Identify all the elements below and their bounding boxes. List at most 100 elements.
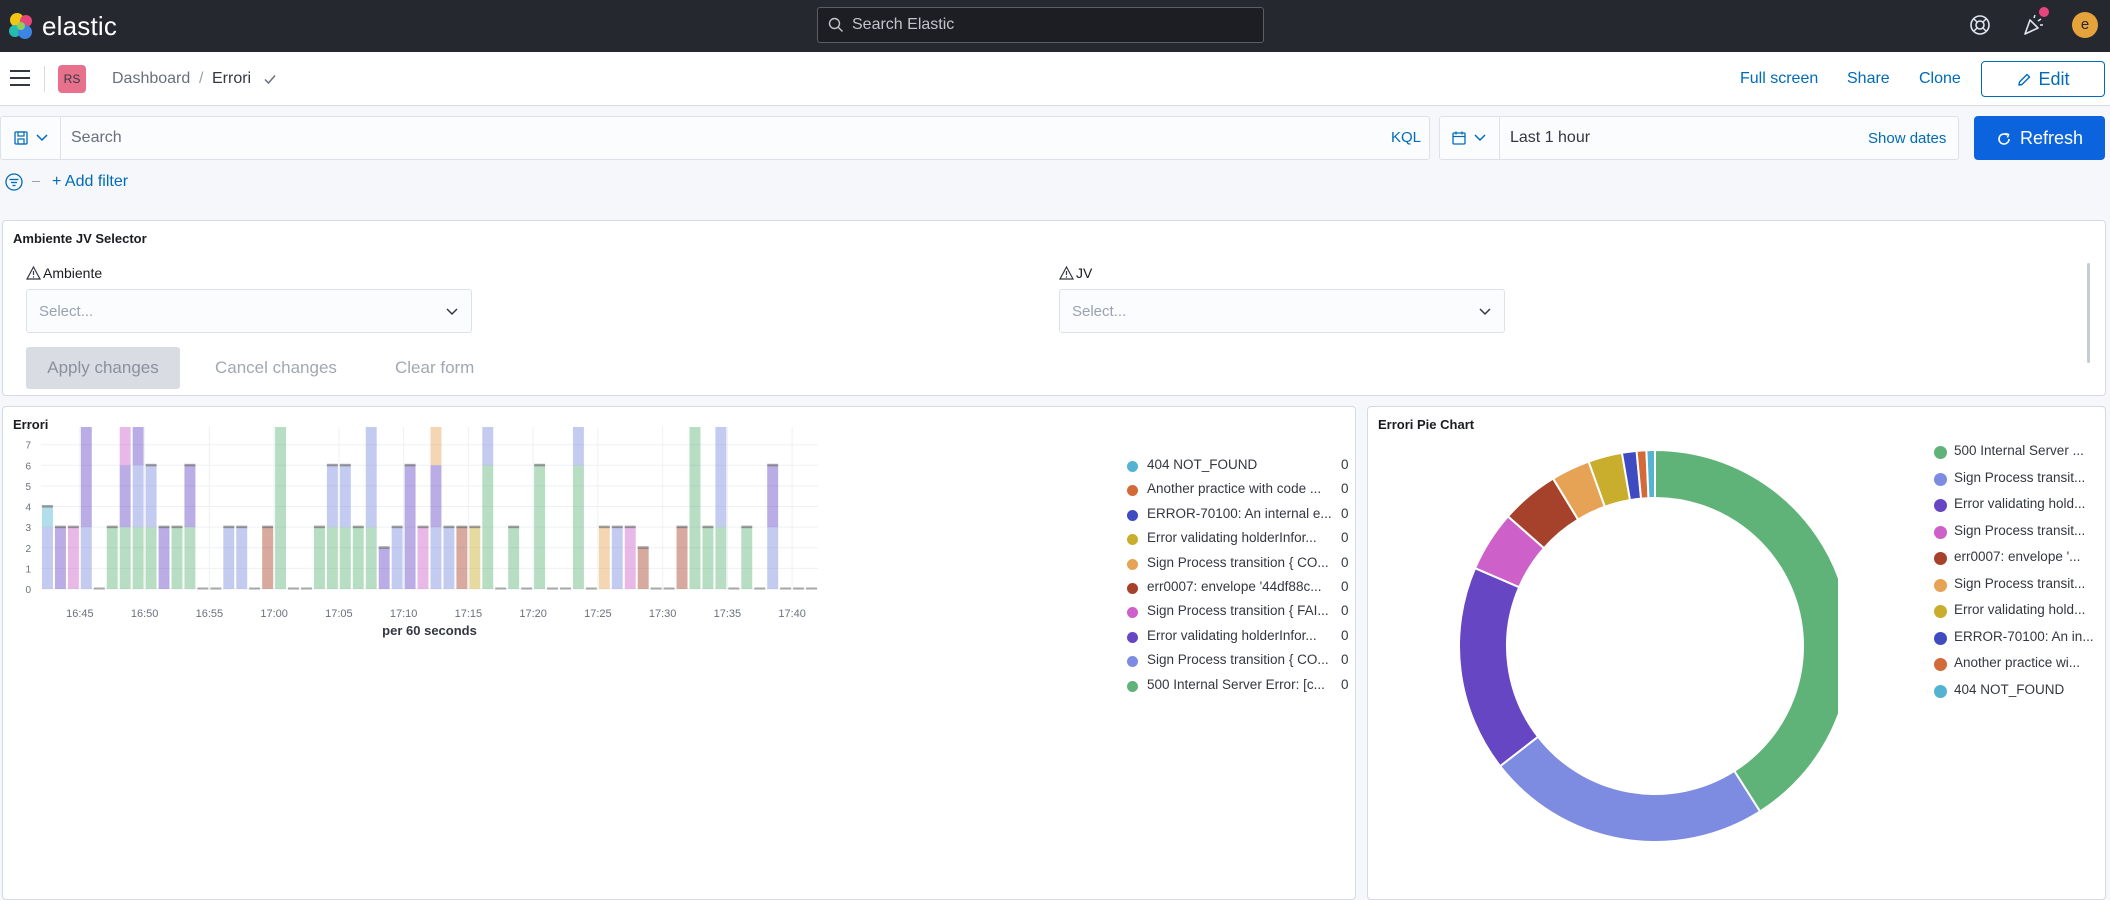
bar-segment[interactable] (456, 527, 468, 589)
bar-segment[interactable] (119, 465, 131, 528)
bar-segment[interactable] (184, 527, 196, 589)
bar-segment[interactable] (145, 465, 157, 528)
bar-segment[interactable] (378, 547, 390, 589)
bar-segment[interactable] (443, 527, 455, 589)
edit-button[interactable]: Edit (1981, 61, 2105, 97)
legend-item[interactable]: 404 NOT_FOUND 0 (1127, 457, 1353, 475)
global-search-input[interactable] (852, 8, 1252, 42)
menu-icon[interactable] (10, 70, 30, 86)
bar-segment[interactable] (572, 465, 584, 589)
jv-select[interactable]: Select... (1059, 289, 1505, 333)
legend-item[interactable]: Error validating holderInfor... 0 (1127, 530, 1353, 548)
bar-segment[interactable] (158, 527, 170, 589)
bar-segment[interactable] (42, 527, 53, 589)
legend-item[interactable]: 500 Internal Server ... (1934, 443, 2104, 461)
bar-segment[interactable] (417, 527, 429, 589)
bar-segment[interactable] (741, 527, 753, 589)
legend-item[interactable]: Sign Process transit... (1934, 470, 2104, 488)
cancel-changes-button[interactable]: Cancel changes (215, 358, 337, 377)
app-name[interactable]: elastic (42, 11, 118, 41)
bar-segment[interactable] (430, 527, 442, 589)
bar-segment[interactable] (715, 527, 727, 589)
bar-segment[interactable] (715, 427, 727, 528)
scrollbar[interactable] (2087, 263, 2090, 363)
legend-item[interactable]: Error validating hold... (1934, 602, 2104, 620)
bar-segment[interactable] (482, 465, 494, 589)
bar-segment[interactable] (119, 427, 131, 466)
bar-segment[interactable] (572, 427, 584, 466)
legend-item[interactable]: err0007: envelope '44df88c... 0 (1127, 579, 1353, 597)
bar-segment[interactable] (132, 527, 144, 589)
bar-segment[interactable] (637, 547, 649, 589)
ambiente-select[interactable]: Select... (26, 289, 472, 333)
legend-item[interactable]: err0007: envelope '... (1934, 549, 2104, 567)
bar-segment[interactable] (365, 427, 377, 528)
bar-segment[interactable] (236, 527, 248, 589)
bar-segment[interactable] (171, 527, 183, 589)
bar-segment[interactable] (767, 465, 779, 528)
bar-segment[interactable] (352, 527, 364, 589)
refresh-button[interactable]: Refresh (1974, 116, 2105, 160)
bar-segment[interactable] (54, 527, 66, 589)
add-filter-button[interactable]: + Add filter (52, 173, 129, 190)
date-picker[interactable]: Last 1 hour Show dates (1439, 116, 1959, 160)
apply-changes-button[interactable]: Apply changes (26, 347, 180, 389)
pie-slice[interactable] (1645, 448, 1656, 500)
bar-segment[interactable] (430, 465, 442, 528)
legend-item[interactable]: Sign Process transition { CO... 0 (1127, 555, 1353, 573)
legend-item[interactable]: ERROR-70100: An internal e... 0 (1127, 506, 1353, 524)
bar-segment[interactable] (326, 465, 338, 528)
kql-toggle[interactable]: KQL (1391, 129, 1422, 146)
legend-item[interactable]: Another practice with code ... 0 (1127, 481, 1353, 499)
time-range[interactable]: Last 1 hour (1510, 129, 1591, 146)
bar-segment[interactable] (223, 527, 235, 589)
bar-segment[interactable] (145, 527, 157, 589)
errori-pie-chart[interactable] (1418, 427, 1838, 897)
legend-item[interactable]: Another practice wi... (1934, 655, 2104, 673)
news-feed-icon[interactable] (2020, 12, 2046, 38)
bar-segment[interactable] (624, 527, 636, 589)
bar-segment[interactable] (106, 527, 118, 589)
errori-bar-chart[interactable]: 01234567891011121316:4516:5016:5517:0017… (3, 427, 1108, 897)
bar-segment[interactable] (404, 465, 416, 589)
breadcrumb-dashboard[interactable]: Dashboard (112, 70, 191, 87)
bar-segment[interactable] (132, 427, 144, 466)
bar-segment[interactable] (365, 527, 377, 589)
filter-icon[interactable] (4, 172, 24, 192)
space-avatar[interactable]: RS (58, 65, 86, 93)
query-input[interactable]: Search (71, 129, 122, 146)
pie-slice[interactable] (1654, 448, 1838, 813)
legend-item[interactable]: Sign Process transition { CO... 0 (1127, 652, 1353, 670)
legend-item[interactable]: Sign Process transit... (1934, 576, 2104, 594)
bar-segment[interactable] (184, 465, 196, 528)
full-screen-link[interactable]: Full screen (1740, 70, 1819, 87)
user-avatar[interactable]: e (2072, 12, 2098, 38)
bar-segment[interactable] (80, 527, 92, 589)
share-link[interactable]: Share (1847, 70, 1890, 87)
query-bar[interactable]: Search KQL (0, 116, 1430, 160)
quick-menu-button[interactable] (1440, 117, 1500, 159)
bar-segment[interactable] (313, 527, 325, 589)
legend-item[interactable]: Error validating holderInfor... 0 (1127, 628, 1353, 646)
bar-segment[interactable] (430, 427, 442, 466)
pie-slice[interactable] (1458, 566, 1540, 768)
bar-segment[interactable] (80, 427, 92, 528)
bar-segment[interactable] (326, 527, 338, 589)
pie-slice[interactable] (1498, 735, 1762, 843)
elastic-logo-icon[interactable] (6, 11, 36, 41)
bar-segment[interactable] (262, 527, 274, 589)
bar-segment[interactable] (689, 427, 701, 589)
clear-form-button[interactable]: Clear form (395, 358, 475, 377)
bar-segment[interactable] (534, 465, 546, 589)
clone-link[interactable]: Clone (1919, 70, 1961, 87)
legend-item[interactable]: 500 Internal Server Error: [c... 0 (1127, 677, 1353, 695)
legend-item[interactable]: Sign Process transition { FAI... 0 (1127, 603, 1353, 621)
legend-item[interactable]: Sign Process transit... (1934, 523, 2104, 541)
bar-segment[interactable] (676, 527, 688, 589)
bar-segment[interactable] (339, 465, 351, 528)
bar-segment[interactable] (598, 527, 610, 589)
legend-item[interactable]: 404 NOT_FOUND (1934, 682, 2104, 700)
bar-segment[interactable] (469, 527, 481, 589)
bar-segment[interactable] (132, 465, 144, 528)
legend-item[interactable]: Error validating hold... (1934, 496, 2104, 514)
